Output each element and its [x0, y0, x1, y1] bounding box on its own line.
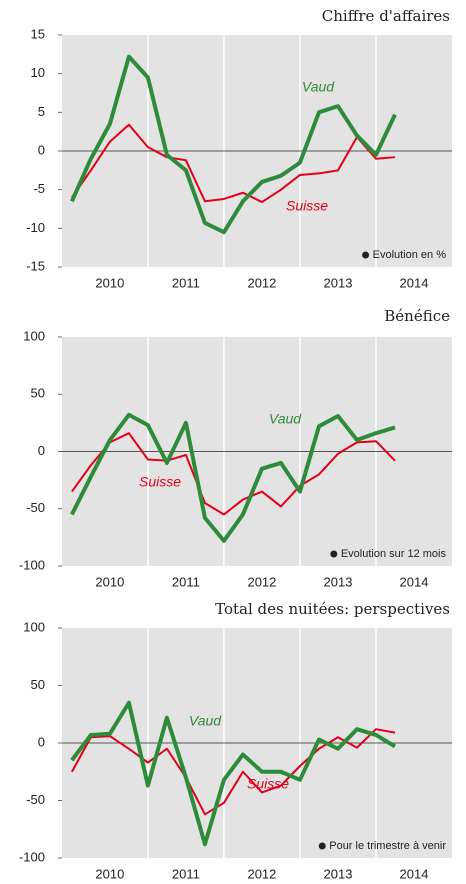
x-tick-label: 2013	[324, 574, 353, 589]
y-tick-label: 15	[31, 26, 45, 41]
y-tick-label: -10	[26, 220, 45, 235]
y-tick-label: 100	[23, 619, 45, 634]
x-tick-label: 2012	[247, 275, 276, 290]
note: Evolution en %	[373, 249, 447, 261]
y-tick-label: -5	[33, 181, 45, 196]
line-vaud	[70, 700, 397, 847]
x-tick-label: 2013	[324, 275, 353, 290]
y-tick-label: 0	[38, 443, 45, 458]
y-tick-label: 50	[31, 677, 45, 692]
y-tick-label: 0	[38, 142, 45, 157]
y-tick-label: 0	[38, 734, 45, 749]
series-label: Vaud	[269, 411, 302, 427]
y-tick-label: -100	[19, 557, 45, 572]
x-tick-label: 2012	[247, 866, 276, 881]
x-tick-label: 2014	[400, 574, 429, 589]
y-tick-label: -100	[19, 849, 45, 864]
line-suisse	[71, 728, 396, 816]
line-suisse	[71, 123, 396, 204]
x-tick-label: 2011	[172, 574, 200, 589]
x-tick-label: 2014	[400, 866, 429, 881]
x-tick-label: 2010	[95, 275, 124, 290]
y-tick-label: 50	[31, 386, 45, 401]
x-tick-label: 2014	[400, 275, 429, 290]
line-vaud	[70, 412, 396, 543]
y-tick-label: 100	[23, 328, 45, 343]
x-tick-label: 2010	[95, 574, 124, 589]
note-bullet	[330, 550, 338, 558]
note-bullet	[318, 842, 326, 850]
series-label: Vaud	[302, 79, 335, 95]
note: Evolution sur 12 mois	[341, 548, 447, 560]
x-tick-label: 2011	[172, 866, 200, 881]
series-label: Suisse	[286, 198, 328, 214]
series-label: Suisse	[139, 474, 181, 490]
y-tick-label: -50	[26, 500, 45, 515]
line-suisse	[71, 432, 396, 516]
chart-title: Chiffre d'affaires	[322, 7, 450, 25]
y-tick-label: -15	[26, 258, 45, 273]
line-vaud	[70, 54, 397, 235]
x-tick-label: 2012	[247, 574, 276, 589]
y-tick-label: 10	[31, 65, 45, 80]
series-label: Suisse	[247, 776, 289, 792]
chart-title: Bénéfice	[384, 307, 450, 325]
chart-title: Total des nuitées: perspectives	[215, 600, 450, 618]
y-tick-label: -50	[26, 792, 45, 807]
note: Pour le trimestre à venir	[329, 840, 446, 852]
series-label: Vaud	[189, 713, 222, 729]
x-tick-label: 2010	[95, 866, 124, 881]
x-tick-label: 2013	[324, 866, 353, 881]
note-bullet	[362, 251, 370, 259]
y-tick-label: 5	[38, 104, 45, 119]
x-tick-label: 2011	[172, 275, 200, 290]
